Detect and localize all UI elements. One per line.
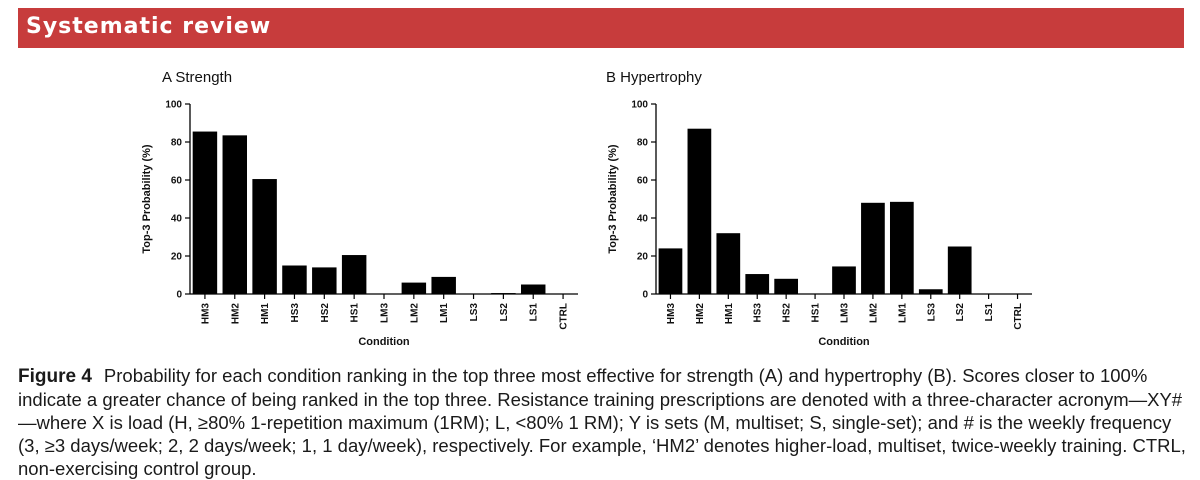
- chart-hypertrophy-bar-hm3: [658, 248, 683, 294]
- chart-strength-x-tick-label: LS3: [469, 303, 480, 322]
- chart-strength-bar-lm2: [401, 282, 427, 294]
- chart-hypertrophy: B Hypertrophy 0 20 40 60 80 100 Top-3 Probabili…: [606, 69, 1032, 348]
- chart-hypertrophy-x-tick-label: HM1: [724, 303, 735, 325]
- chart-strength-x-tick-label: LM1: [439, 303, 450, 323]
- chart-strength-bar-hm1: [252, 179, 277, 294]
- chart-hypertrophy-bar-lm3: [832, 266, 856, 294]
- chart-hypertrophy-y-tick-label: 40: [637, 214, 649, 225]
- chart-hypertrophy-y-label: Top-3 Probability (%): [607, 144, 619, 254]
- chart-strength-x-tick-label: HM1: [260, 303, 271, 325]
- chart-strength-bar-ls1: [520, 284, 546, 294]
- chart-strength-y-tick-label: 80: [171, 138, 183, 149]
- chart-strength-x-tick-label: HM2: [230, 303, 241, 325]
- figure-caption: Figure 4 Probability for each condition r…: [18, 364, 1188, 480]
- chart-strength: A Strength 0 20 40 60 80 100 Top-3 Probability …: [141, 69, 578, 348]
- chart-hypertrophy-bar-hs2: [774, 278, 799, 294]
- chart-strength-y-tick-label: 40: [171, 214, 183, 225]
- chart-hypertrophy-bar-hs3: [745, 274, 770, 294]
- chart-strength-x-tick-label: HS3: [290, 303, 301, 323]
- figure-label: Figure 4: [18, 366, 92, 387]
- chart-hypertrophy-x-tick-label: CTRL: [1013, 303, 1024, 330]
- chart-strength-bar-ls2: [491, 293, 516, 294]
- chart-strength-x-label: Condition: [358, 336, 410, 348]
- chart-strength-x-tick-label: HM3: [200, 303, 211, 325]
- chart-hypertrophy-title: B Hypertrophy: [606, 69, 702, 86]
- chart-hypertrophy-bar-lm2: [861, 202, 885, 294]
- chart-strength-bar-hs2: [312, 267, 337, 294]
- chart-strength-bar-hs1: [341, 255, 367, 294]
- chart-strength-y-tick-label: 0: [176, 290, 182, 301]
- section-title: Systematic review: [26, 14, 272, 39]
- chart-strength-y-label: Top-3 Probability (%): [141, 144, 153, 254]
- chart-hypertrophy-bar-hm2: [687, 128, 712, 294]
- chart-hypertrophy-x-tick-label: LS1: [984, 303, 995, 322]
- chart-hypertrophy-x-tick-label: LM1: [897, 303, 908, 323]
- chart-strength-x-tick-label: CTRL: [559, 303, 570, 330]
- chart-strength-x-tick-label: HS2: [320, 303, 331, 323]
- chart-hypertrophy-x-tick-label: LM3: [840, 303, 851, 323]
- chart-strength-title: A Strength: [162, 69, 232, 86]
- chart-hypertrophy-x-tick-label: HS1: [811, 303, 822, 323]
- chart-hypertrophy-x-label: Condition: [818, 336, 870, 348]
- chart-hypertrophy-y-tick-label: 100: [631, 100, 648, 111]
- caption-text: Probability for each condition ranking i…: [18, 365, 1186, 479]
- chart-strength-bar-lm1: [431, 276, 456, 294]
- chart-strength-x-tick-label: LS1: [529, 303, 540, 322]
- chart-hypertrophy-x-tick-label: LS2: [955, 303, 966, 322]
- chart-hypertrophy-bar-lm1: [889, 201, 914, 294]
- chart-hypertrophy-bar-ls3: [918, 289, 943, 294]
- chart-hypertrophy-x-tick-label: HS3: [753, 303, 764, 323]
- chart-hypertrophy-bar-hm1: [716, 233, 741, 294]
- chart-strength-bar-hm2: [222, 135, 248, 294]
- chart-hypertrophy-x-tick-label: LM2: [868, 303, 879, 323]
- chart-hypertrophy-bar-ls2: [947, 246, 972, 294]
- chart-strength-x-tick-label: HS1: [350, 303, 361, 323]
- chart-hypertrophy-x-tick-label: HM3: [666, 303, 677, 325]
- chart-hypertrophy-y-tick-label: 0: [642, 290, 648, 301]
- chart-strength-bar-hs3: [282, 265, 307, 294]
- chart-hypertrophy-y-tick-label: 80: [637, 138, 649, 149]
- chart-hypertrophy-y-tick-label: 60: [637, 176, 649, 187]
- chart-strength-x-tick-label: LM3: [380, 303, 391, 323]
- chart-strength-y-tick-label: 60: [171, 176, 183, 187]
- chart-strength-y-tick-label: 20: [171, 252, 183, 263]
- chart-strength-x-tick-label: LS2: [499, 303, 510, 322]
- chart-strength-bar-hm3: [192, 131, 218, 294]
- chart-strength-x-tick-label: LM2: [409, 303, 420, 323]
- chart-hypertrophy-x-tick-label: HS2: [782, 303, 793, 323]
- chart-hypertrophy-x-tick-label: LS3: [926, 303, 937, 322]
- section-banner: Systematic review: [18, 8, 1184, 48]
- chart-strength-y-tick-label: 100: [165, 100, 182, 111]
- chart-hypertrophy-y-tick-label: 20: [637, 252, 649, 263]
- chart-hypertrophy-x-tick-label: HM2: [695, 303, 706, 325]
